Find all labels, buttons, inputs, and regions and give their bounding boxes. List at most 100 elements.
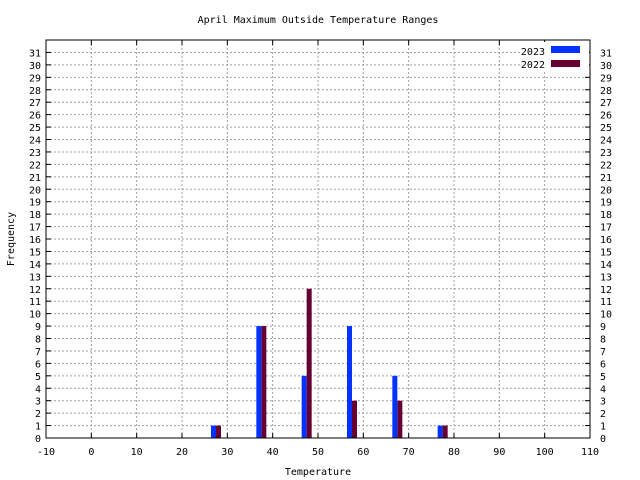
grid-lines [46,40,590,438]
bar-2023 [347,326,352,438]
y-tick-label-right: 12 [600,285,612,296]
y-tick-label-right: 28 [600,86,612,97]
y-tick-label-left: 5 [35,372,41,383]
y-tick-label-left: 10 [29,310,41,321]
bar-2022 [352,400,357,438]
y-tick-label-right: 17 [600,223,612,234]
y-tick-label-left: 27 [29,98,41,109]
y-tick-label-right: 0 [600,434,606,445]
y-tick-label-left: 29 [29,73,41,84]
y-tick-label-left: 1 [35,422,41,433]
y-tick-label-right: 15 [600,247,612,258]
y-tick-label-left: 2 [35,409,41,420]
bar-2022 [397,400,403,438]
y-tick-label-right: 11 [600,297,612,308]
y-tick-label-left: 30 [29,61,41,72]
bar-2022 [306,288,312,438]
legend: 2023 2022 [521,42,589,72]
x-tick-label: 50 [312,447,324,458]
y-tick-label-left: 25 [29,123,41,134]
y-tick-label-right: 30 [600,61,612,72]
bar-2023 [211,425,216,438]
bar-2023 [256,326,262,438]
bar-2022 [442,425,448,438]
y-tick-label-left: 15 [29,247,41,258]
bar-2022 [216,425,221,438]
y-tick-label-right: 16 [600,235,612,246]
y-tick-label-left: 7 [35,347,41,358]
y-tick-label-left: 8 [35,335,41,346]
x-tick-label: 70 [403,447,415,458]
bar-2023 [437,425,443,438]
y-tick-label-right: 21 [600,173,612,184]
y-tick-label-right: 9 [600,322,606,333]
y-tick-label-right: 24 [600,136,612,147]
y-tick-label-left: 12 [29,285,41,296]
y-tick-label-right: 26 [600,111,612,122]
y-tick-label-left: 9 [35,322,41,333]
y-tick-label-left: 21 [29,173,41,184]
y-tick-label-right: 3 [600,397,606,408]
y-tick-label-right: 31 [600,48,612,59]
y-tick-label-right: 14 [600,260,612,271]
legend-label-2023: 2023 [521,47,545,58]
y-tick-label-right: 27 [600,98,612,109]
x-tick-label: 90 [493,447,505,458]
y-tick-label-right: 6 [600,359,606,370]
legend-swatch-2022 [551,60,580,67]
y-tick-label-right: 22 [600,160,612,171]
y-tick-label-right: 10 [600,310,612,321]
y-tick-label-left: 24 [29,136,41,147]
y-tick-label-left: 17 [29,223,41,234]
y-tick-label-right: 13 [600,272,612,283]
y-tick-label-left: 23 [29,148,41,159]
y-tick-label-right: 1 [600,422,606,433]
y-tick-label-left: 4 [35,384,41,395]
x-axis-label: Temperature [285,467,351,478]
y-tick-label-left: 6 [35,359,41,370]
y-tick-label-left: 3 [35,397,41,408]
y-tick-label-left: 26 [29,111,41,122]
y-tick-label-right: 19 [600,198,612,209]
y-tick-label-right: 29 [600,73,612,84]
y-tick-label-left: 16 [29,235,41,246]
x-tick-label: 100 [536,447,554,458]
y-tick-label-left: 22 [29,160,41,171]
y-tick-label-right: 23 [600,148,612,159]
legend-label-2022: 2022 [521,60,545,71]
y-tick-label-right: 8 [600,335,606,346]
y-tick-label-left: 20 [29,185,41,196]
bar-2022 [261,326,267,438]
x-tick-label: 80 [448,447,460,458]
y-tick-label-left: 31 [29,48,41,59]
x-tick-label: 110 [581,447,599,458]
y-tick-label-right: 18 [600,210,612,221]
y-tick-label-right: 5 [600,372,606,383]
x-tick-label: 20 [176,447,188,458]
bar-2023 [301,375,307,438]
y-tick-label-right: 2 [600,409,606,420]
x-tick-label: -10 [37,447,55,458]
x-tick-label: 10 [131,447,143,458]
legend-swatch-2023 [551,46,580,53]
y-tick-label-left: 11 [29,297,41,308]
y-tick-label-right: 7 [600,347,606,358]
y-tick-label-left: 28 [29,86,41,97]
x-tick-label: 40 [267,447,279,458]
y-tick-label-right: 20 [600,185,612,196]
y-tick-label-left: 0 [35,434,41,445]
bar-2023 [392,375,398,438]
x-tick-label: 30 [221,447,233,458]
y-tick-label-left: 18 [29,210,41,221]
y-tick-label-left: 13 [29,272,41,283]
y-axis-label: Frequency [6,212,17,266]
x-tick-label: 0 [88,447,94,458]
x-tick-label: 60 [357,447,369,458]
y-tick-label-left: 14 [29,260,41,271]
y-tick-label-right: 4 [600,384,606,395]
chart-title: April Maximum Outside Temperature Ranges [198,15,439,26]
y-tick-label-right: 25 [600,123,612,134]
axis-ticks [45,40,591,439]
